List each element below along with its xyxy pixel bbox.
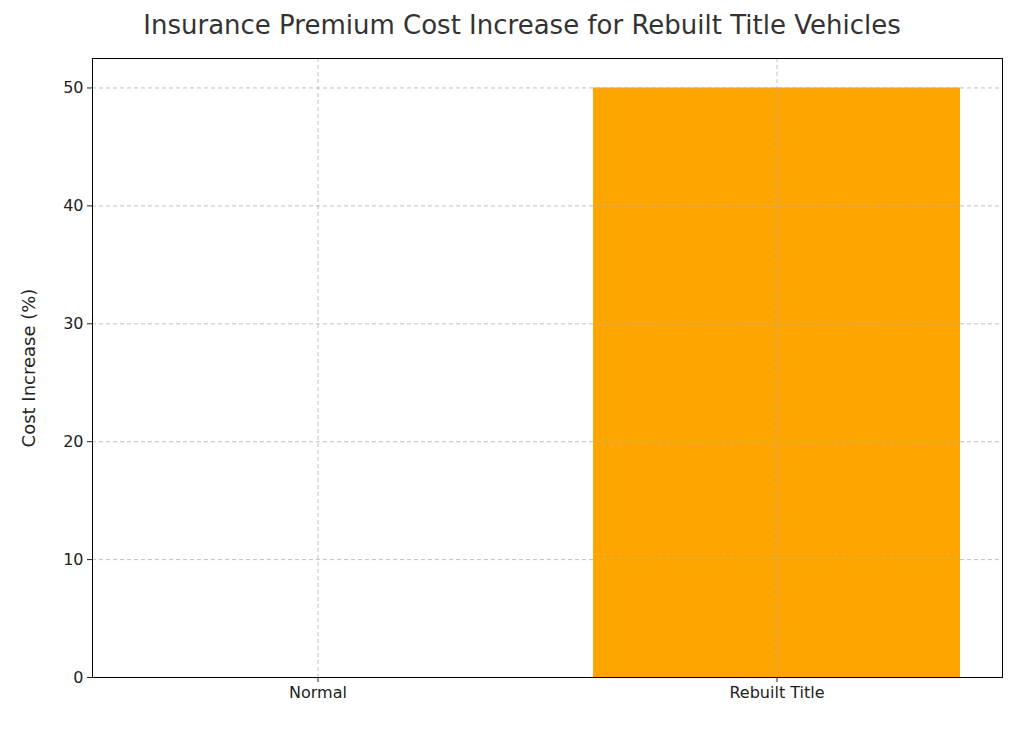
svg-text:50: 50 [63,78,83,97]
svg-text:30: 30 [63,314,83,333]
svg-text:Cost Increase (%): Cost Increase (%) [18,289,39,448]
svg-text:Normal: Normal [289,683,347,702]
svg-text:40: 40 [63,196,83,215]
html-text:Insurance Premium Cost Increas: Insurance Premium Cost Increase for Rebu… [143,10,901,40]
svg-text:20: 20 [63,432,83,451]
svg-text:Rebuilt Title: Rebuilt Title [729,683,824,702]
svg-text:10: 10 [63,550,83,569]
svg-text:0: 0 [73,668,83,687]
